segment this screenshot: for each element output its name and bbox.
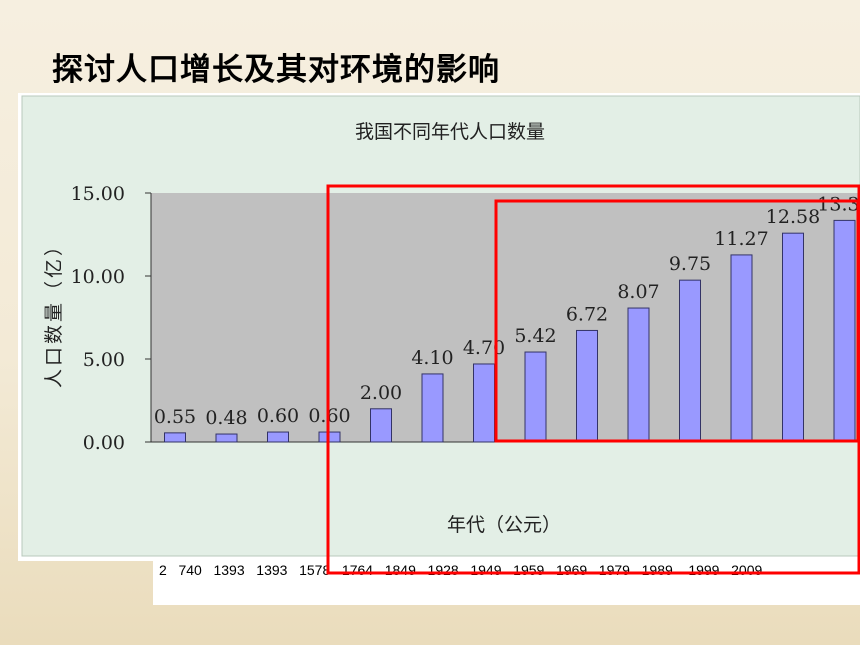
bar-data-label: 0.55 xyxy=(154,406,196,428)
bar xyxy=(473,363,495,443)
bar-data-label: 2.00 xyxy=(360,382,402,404)
x-tick-labels: 2 740 1393 1393 1578 1764 1849 1928 1949… xyxy=(159,562,763,578)
bar xyxy=(164,432,186,443)
bar xyxy=(370,408,392,443)
y-axis-label: 人口数量（亿） xyxy=(43,234,65,388)
population-bar-chart: 我国不同年代人口数量 0.00 5.00 10.00 15.00 0.55 0.48 0.… xyxy=(21,95,860,557)
bar-data-label: 4.10 xyxy=(411,347,453,369)
bar xyxy=(215,433,238,443)
bar xyxy=(318,431,341,443)
y-tick-label: 0.00 xyxy=(83,432,125,454)
bar-data-label: 12.58 xyxy=(766,206,820,228)
x-tick-row: 2 740 1393 1393 1578 1764 1849 1928 1949… xyxy=(153,560,860,605)
x-axis-label: 年代（公元） xyxy=(447,514,561,536)
bar xyxy=(576,329,598,443)
bar xyxy=(782,232,804,443)
bar xyxy=(679,279,701,443)
bar-data-label: 8.07 xyxy=(617,281,659,303)
y-axis-ticks: 0.00 5.00 10.00 15.00 xyxy=(71,183,151,454)
chart-panel: 我国不同年代人口数量 0.00 5.00 10.00 15.00 0.55 0.48 0.… xyxy=(18,93,860,605)
bar xyxy=(524,351,547,443)
bar-data-label: 11.27 xyxy=(714,228,768,250)
bar-data-label: 13.35 xyxy=(817,193,860,215)
bar-data-label: 5.42 xyxy=(514,325,556,347)
slide-title: 探讨人口增长及其对环境的影响 xyxy=(52,52,500,88)
bar-data-label: 0.60 xyxy=(257,405,299,427)
bar xyxy=(627,307,650,443)
bar xyxy=(421,373,444,443)
y-tick-label: 15.00 xyxy=(71,183,125,205)
bar xyxy=(730,254,753,443)
bar-data-label: 4.70 xyxy=(463,337,505,359)
chart-title: 我国不同年代人口数量 xyxy=(355,121,545,143)
y-tick-label: 5.00 xyxy=(83,349,125,371)
bar-data-label: 0.60 xyxy=(308,405,350,427)
bar-data-label: 9.75 xyxy=(669,253,711,275)
y-tick-label: 10.00 xyxy=(71,266,125,288)
bar xyxy=(833,219,856,443)
bar xyxy=(267,431,289,443)
bar-data-label: 6.72 xyxy=(566,303,608,325)
bar-data-label: 0.48 xyxy=(205,407,247,429)
